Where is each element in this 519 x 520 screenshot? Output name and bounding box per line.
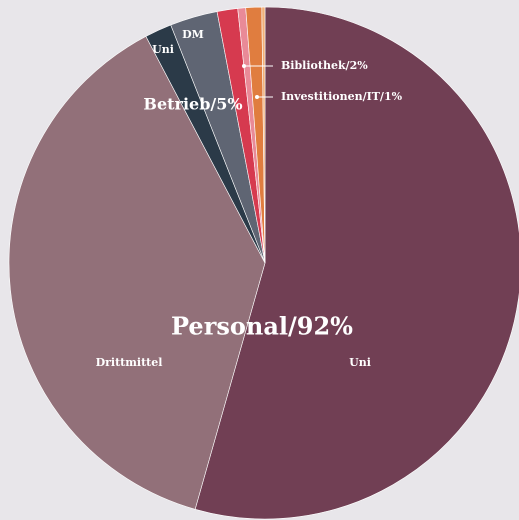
leader-dot xyxy=(255,95,259,99)
slice-label: Uni xyxy=(152,43,174,56)
group-label: Betrieb/5% xyxy=(143,95,242,114)
pie-slice xyxy=(261,6,266,264)
slice-label: DM xyxy=(182,28,204,41)
group-label: Investitionen/IT/1% xyxy=(281,90,403,103)
pie-slice xyxy=(8,35,266,510)
slice-label: Drittmittel xyxy=(96,356,163,369)
leader-dot xyxy=(242,64,246,68)
group-label: Bibliothek/2% xyxy=(281,59,368,72)
slice-label: Uni xyxy=(349,356,371,369)
group-label: Personal/92% xyxy=(171,312,353,341)
